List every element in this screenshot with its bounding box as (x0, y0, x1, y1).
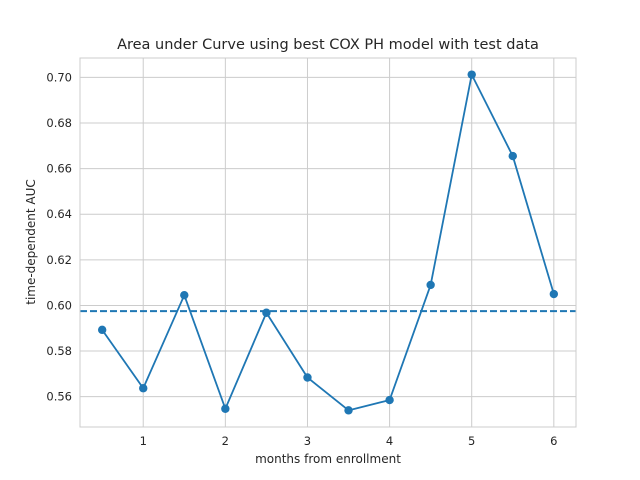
y-tick-label: 0.58 (46, 344, 72, 358)
data-point (549, 289, 559, 299)
data-point (385, 395, 394, 405)
data-point (221, 404, 230, 413)
x-tick-label: 6 (550, 434, 557, 448)
x-tick-label: 1 (140, 434, 147, 448)
chart-title: Area under Curve using best COX PH model… (117, 37, 539, 53)
plot-area-frame (79, 57, 577, 428)
data-point (467, 70, 476, 79)
y-tick-label: 0.60 (46, 298, 72, 312)
data-point (139, 384, 148, 393)
data-point (303, 373, 312, 382)
x-tick-label: 4 (386, 434, 393, 448)
y-tick-label: 0.66 (46, 162, 72, 176)
y-tick-label: 0.68 (46, 116, 72, 130)
data-point (262, 308, 271, 317)
data-point (344, 406, 353, 415)
data-point (97, 325, 107, 335)
data-point (426, 280, 435, 290)
series-line (101, 73, 555, 412)
x-axis-label: months from enrollment (255, 452, 401, 466)
series-layer (97, 70, 559, 415)
x-tick-label: 5 (468, 434, 475, 448)
y-tick-label: 0.62 (46, 253, 72, 267)
y-axis-label: time-dependent AUC (24, 179, 38, 305)
data-point (180, 290, 189, 300)
grid-lines (80, 58, 576, 427)
data-point (508, 151, 517, 161)
x-axis-ticks: 1 2 3 4 5 6 (140, 434, 558, 448)
y-tick-label: 0.64 (46, 207, 72, 221)
y-tick-label: 0.56 (46, 390, 72, 404)
y-tick-label: 0.70 (46, 70, 72, 84)
x-tick-label: 3 (304, 434, 311, 448)
y-axis-ticks: 0.56 0.58 0.60 0.62 0.64 0.66 0.68 0.70 (46, 70, 72, 403)
x-tick-label: 2 (222, 434, 229, 448)
